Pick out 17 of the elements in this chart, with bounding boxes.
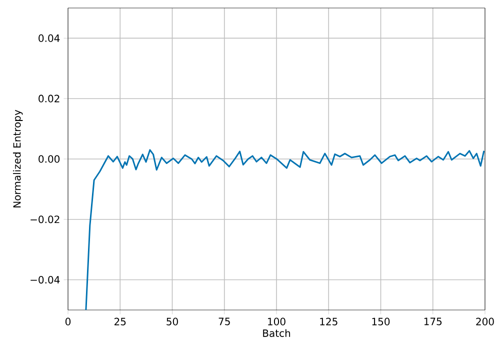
x-tick-label: 125 [320, 318, 338, 326]
x-tick-label: 75 [218, 318, 230, 326]
x-tick-label: 150 [372, 318, 390, 326]
x-tick-label: 50 [166, 318, 178, 326]
y-axis-title: Normalized Entropy [13, 110, 23, 208]
x-tick-label: 100 [268, 318, 286, 326]
x-tick-label: 0 [65, 318, 71, 326]
x-tick-label: 175 [424, 318, 442, 326]
y-tick-label: −0.02 [30, 216, 60, 224]
x-tick-label: 200 [476, 318, 494, 326]
y-tick-label: 0.04 [38, 34, 60, 42]
x-axis-title: Batch [263, 329, 290, 337]
y-tick-label: 0.00 [38, 155, 60, 163]
x-tick-label: 25 [114, 318, 126, 326]
line-series [85, 149, 485, 310]
y-tick-label: 0.02 [38, 94, 60, 102]
y-tick-label: −0.04 [30, 276, 60, 284]
